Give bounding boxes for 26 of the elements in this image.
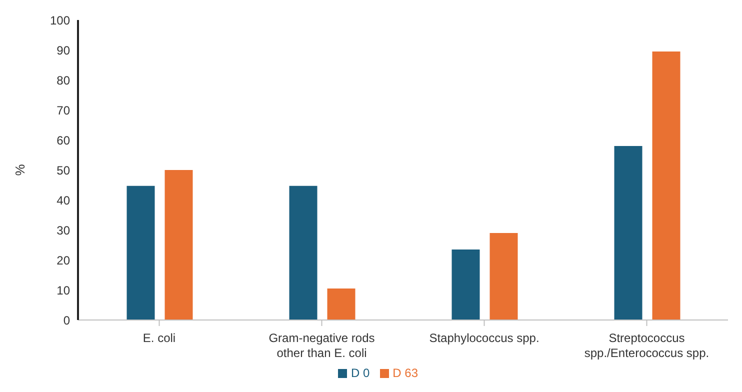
bar [126,186,155,320]
y-tick-label: 80 [56,73,70,88]
y-tick-label: 100 [50,13,70,28]
x-tick-label: Gram-negative rods other than E. coli [268,331,375,360]
x-tick-label: Staphylococcus spp. [429,331,540,345]
bar [327,288,356,320]
y-tick-label: 40 [56,193,70,208]
y-tick-label: 90 [56,43,70,58]
y-tick-label: 60 [56,133,70,148]
y-tick-label: 50 [56,163,70,178]
legend-label: D 63 [392,366,418,380]
bar [652,52,680,320]
y-tick-label: 20 [56,253,70,268]
bar [289,186,318,320]
bar [452,250,480,320]
y-tick-label: 10 [56,283,70,298]
legend-label: D 0 [350,366,370,380]
y-tick-label: 70 [56,103,70,118]
y-tick-label: 0 [63,313,70,328]
bar [164,170,193,320]
x-tick-label: Streptococcus spp./Enterococcus spp. [584,331,710,360]
bar [490,233,518,320]
y-tick-label: 30 [56,223,70,238]
y-axis-title: % [12,164,28,176]
x-tick-label: E. coli [142,331,176,345]
bar [614,146,642,320]
